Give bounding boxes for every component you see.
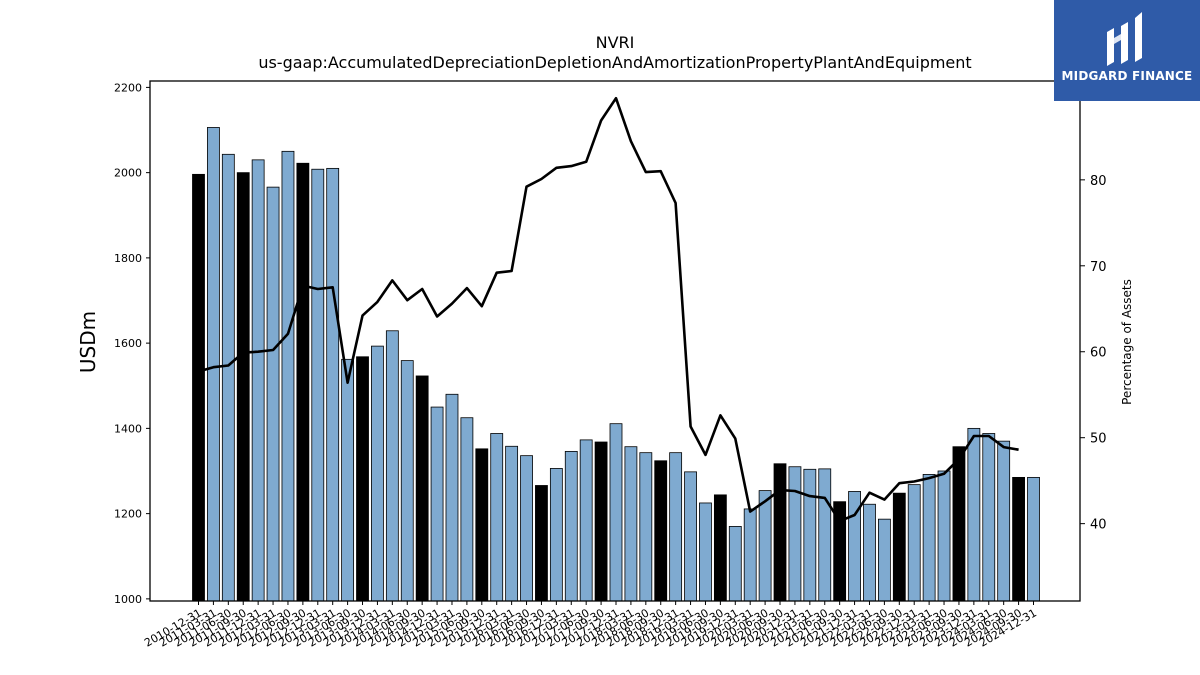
y2-tick-label: 40 [1090,518,1107,533]
bar [922,474,936,602]
y-tick-label: 1600 [114,337,142,350]
y-tick-label: 1000 [114,593,142,606]
bar [460,417,474,602]
bar [713,494,727,602]
bar [877,518,891,602]
bar [356,356,369,602]
line-series [198,96,1019,523]
y-tick-label: 2000 [114,167,142,180]
bar [579,439,593,602]
percentage-line [198,96,1019,523]
bar [341,358,355,602]
y-tick-label: 1400 [114,422,142,435]
bar [549,468,563,602]
bar [639,452,653,602]
y2-axis-label: Percentage of Assets [1120,279,1134,405]
chart-subtitle: us-gaap:AccumulatedDepreciationDepletion… [258,53,971,72]
bar [699,502,712,602]
bar [505,445,519,602]
bar [997,440,1011,602]
bar [207,127,220,602]
y2-tick-label: 60 [1090,346,1107,361]
y-axis-label: USDm [76,311,100,373]
bar [311,168,325,602]
bar [594,441,608,602]
bar [624,446,638,602]
bar [371,345,384,602]
bar [415,375,429,602]
bar [535,485,548,602]
bar-series [192,127,1040,602]
bar [758,490,772,602]
bar [236,172,250,602]
bar [1027,476,1040,602]
bar [400,360,414,602]
bar [892,492,906,602]
bar [684,471,697,602]
bar [296,162,310,602]
bar [1012,476,1025,602]
brand-name: MIDGARD FINANCE [1061,69,1193,83]
y2-tick-label: 70 [1090,260,1107,275]
bar [773,463,787,602]
bar [803,468,817,602]
bar [654,460,668,602]
y-tick-label: 2200 [114,81,142,94]
axes: 1000120014001600180020002200405060708020… [114,80,1107,650]
bar [728,526,742,602]
midgard-logo-icon [1107,12,1142,66]
chart-title: NVRI [596,33,635,52]
y-tick-label: 1200 [114,508,142,521]
bar [490,433,504,602]
bar [863,503,876,602]
bar [445,393,459,602]
bar [475,448,489,602]
bar [326,167,340,602]
bar [430,406,444,602]
bar [952,446,966,602]
bar [967,427,981,602]
brand-logo: MIDGARD FINANCE [1054,0,1200,101]
bar [788,466,802,602]
bar [221,153,235,602]
y2-tick-label: 50 [1090,432,1107,447]
bar [937,470,951,602]
y2-tick-label: 80 [1090,174,1107,189]
bar [520,455,533,602]
bar [385,330,399,602]
bar [266,186,280,602]
bar [564,450,578,602]
plot-frame [149,80,1081,602]
bar [192,173,205,602]
bar [281,150,295,602]
bar [907,484,921,602]
bar [251,159,265,602]
bar [982,433,996,602]
bar [669,452,683,602]
y-tick-label: 1800 [114,252,142,265]
bar [743,508,757,602]
bar [609,423,623,602]
bar [818,468,832,602]
